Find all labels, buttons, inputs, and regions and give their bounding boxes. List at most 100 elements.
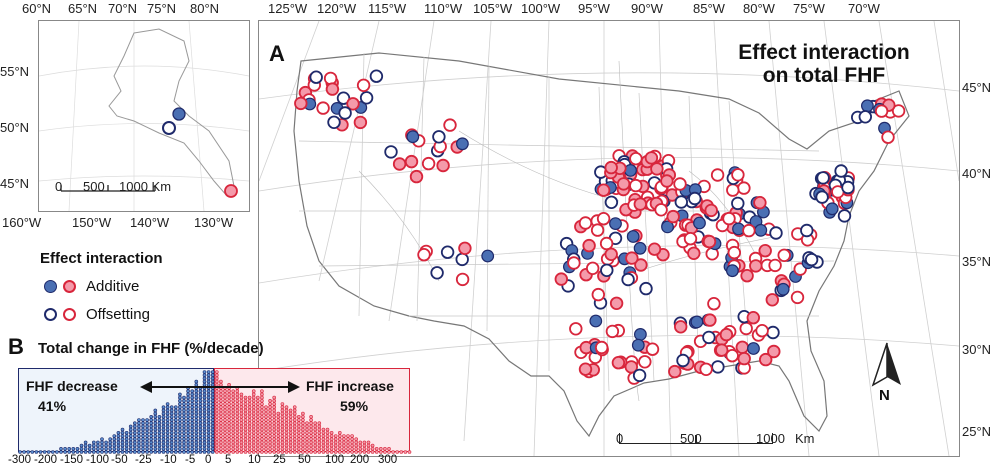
decrease-histogram-dot: [128, 450, 133, 454]
decrease-histogram-dot: [100, 443, 104, 448]
offsetting-increase-marker: [586, 261, 600, 276]
additive-decrease-marker: [609, 217, 622, 231]
decrease-histogram-dot: [169, 427, 174, 432]
decrease-histogram-dot: [186, 405, 190, 410]
decrease-histogram-dot: [210, 411, 215, 416]
additive-increase-marker: [647, 242, 662, 256]
additive-increase-marker: [392, 157, 407, 171]
decrease-histogram-dot: [190, 421, 194, 426]
decrease-histogram-dot: [169, 447, 174, 451]
decrease-histogram-dot: [161, 434, 166, 438]
increase-histogram-dot: [280, 440, 285, 445]
additive-increase-marker: [758, 243, 772, 258]
additive-increase-marker: [604, 247, 618, 262]
decrease-histogram-dot: [186, 421, 190, 426]
increase-histogram-dot: [256, 447, 260, 451]
increase-histogram-dot: [288, 434, 293, 438]
increase-histogram-dot: [374, 447, 379, 451]
decrease-histogram-dot: [174, 408, 178, 413]
increase-histogram-dot: [296, 414, 301, 419]
increase-histogram-dot: [292, 443, 297, 448]
increase-histogram-dot: [243, 421, 248, 426]
increase-histogram-dot: [223, 437, 227, 441]
additive-increase-marker: [404, 154, 419, 169]
decrease-histogram-dot: [194, 437, 199, 441]
decrease-histogram-dot: [194, 424, 199, 429]
decrease-histogram-dot: [178, 440, 182, 445]
increase-histogram-dot: [317, 447, 322, 451]
decrease-histogram-dot: [202, 398, 207, 403]
decrease-histogram-dot: [137, 418, 141, 422]
increase-histogram-dot: [260, 443, 264, 448]
decrease-histogram-dot: [194, 447, 199, 451]
increase-histogram-dot: [317, 443, 322, 448]
increase-histogram-dot: [370, 443, 375, 448]
decrease-histogram-dot: [153, 414, 158, 419]
increase-histogram-dot: [366, 443, 371, 448]
increase-histogram-dot: [395, 450, 400, 454]
offsetting-decrease-marker: [338, 106, 352, 120]
increase-histogram-dot: [284, 437, 289, 441]
additive-decrease-marker: [589, 314, 603, 328]
increase-histogram-dot: [256, 398, 260, 403]
offsetting-increase-marker: [891, 104, 906, 118]
increase-histogram-dot: [215, 405, 219, 410]
increase-histogram-dot: [288, 437, 293, 441]
lon-tick: 80°W: [743, 1, 775, 16]
increase-histogram-dot: [223, 421, 227, 426]
offsetting-increase-marker: [638, 355, 652, 369]
increase-histogram-dot: [305, 427, 309, 432]
offsetting-decrease-marker: [815, 190, 829, 204]
offsetting-decrease-marker: [858, 110, 873, 124]
increase-histogram-dot: [247, 408, 252, 413]
increase-histogram-dot: [292, 411, 297, 416]
increase-histogram-dot: [268, 418, 272, 422]
increase-histogram-dot: [260, 427, 264, 432]
additive-increase-marker: [767, 344, 781, 359]
decrease-histogram-dot: [83, 443, 88, 448]
increase-histogram-dot: [301, 434, 305, 438]
decrease-histogram-dot: [174, 421, 178, 426]
increase-histogram-dot: [247, 447, 252, 451]
increase-histogram-dot: [223, 443, 227, 448]
decrease-histogram-dot: [210, 434, 215, 438]
increase-histogram-dot: [358, 443, 363, 448]
decrease-histogram-dot: [186, 424, 190, 429]
additive-increase-marker: [703, 313, 717, 327]
inset-offsetting-decrease: [162, 121, 176, 135]
decrease-histogram-dot: [120, 427, 125, 432]
histogram-x-tick: -200: [34, 454, 58, 466]
decrease-histogram-dot: [174, 411, 178, 416]
decrease-histogram-dot: [190, 431, 194, 435]
increase-histogram-dot: [342, 434, 346, 438]
increase-histogram-dot: [260, 418, 264, 422]
increase-histogram-dot: [215, 424, 219, 429]
increase-histogram-dot: [231, 424, 235, 429]
histogram-x-tick: 10: [248, 454, 261, 466]
decrease-histogram-dot: [169, 418, 174, 422]
histogram-x-tick: -50: [111, 454, 128, 466]
increase-histogram-dot: [272, 424, 277, 429]
increase-histogram-dot: [215, 411, 219, 416]
decrease-histogram-dot: [42, 450, 47, 454]
decrease-histogram-dot: [202, 418, 207, 422]
scale-mid-tick: [695, 435, 697, 443]
decrease-histogram-dot: [141, 443, 145, 448]
decrease-histogram-dot: [194, 434, 199, 438]
decrease-histogram-dot: [112, 437, 117, 441]
decrease-histogram-dot: [161, 437, 166, 441]
increase-histogram-dot: [264, 427, 268, 432]
scale-end: 1000: [756, 431, 785, 446]
increase-histogram-dot: [247, 427, 252, 432]
decrease-histogram-dot: [182, 427, 186, 432]
increase-histogram-dot: [346, 440, 350, 445]
lat-tick: 40°N: [962, 166, 992, 181]
increase-histogram-dot: [313, 431, 318, 435]
increase-histogram-dot: [219, 402, 223, 406]
decrease-histogram-dot: [182, 414, 186, 419]
decrease-histogram-dot: [198, 424, 203, 429]
increase-histogram-dot: [272, 427, 277, 432]
decrease-histogram-dot: [169, 431, 174, 435]
increase-histogram-dot: [215, 421, 219, 426]
decrease-histogram-dot: [124, 440, 129, 445]
